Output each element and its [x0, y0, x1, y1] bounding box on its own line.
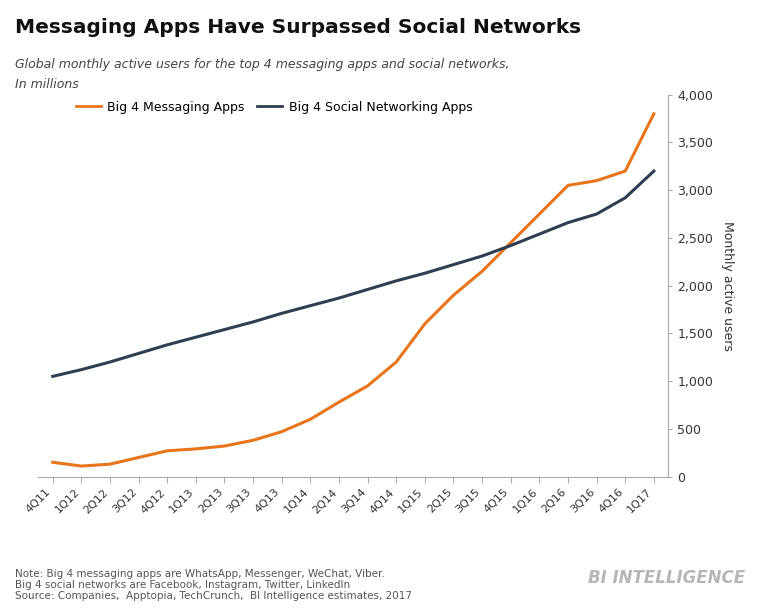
Big 4 Messaging Apps: [220, 442, 229, 450]
Big 4 Messaging Apps: [134, 454, 143, 461]
Big 4 Social Networking Apps: [48, 373, 58, 380]
Text: In millions: In millions: [15, 78, 79, 91]
Big 4 Social Networking Apps: [220, 326, 229, 333]
Big 4 Social Networking Apps: [478, 252, 487, 260]
Big 4 Messaging Apps: [621, 167, 630, 175]
Big 4 Social Networking Apps: [77, 366, 86, 373]
Big 4 Messaging Apps: [592, 177, 601, 185]
Big 4 Messaging Apps: [535, 210, 544, 218]
Big 4 Social Networking Apps: [535, 230, 544, 238]
Big 4 Social Networking Apps: [592, 210, 601, 218]
Big 4 Social Networking Apps: [134, 349, 143, 357]
Big 4 Social Networking Apps: [163, 341, 172, 348]
Big 4 Messaging Apps: [77, 463, 86, 470]
Big 4 Messaging Apps: [564, 181, 573, 189]
Big 4 Social Networking Apps: [105, 358, 114, 365]
Big 4 Social Networking Apps: [449, 261, 458, 268]
Line: Big 4 Messaging Apps: Big 4 Messaging Apps: [53, 114, 654, 466]
Text: Global monthly active users for the top 4 messaging apps and social networks,: Global monthly active users for the top …: [15, 58, 510, 71]
Y-axis label: Monthly active users: Monthly active users: [721, 221, 734, 351]
Big 4 Messaging Apps: [163, 447, 172, 455]
Big 4 Messaging Apps: [363, 382, 372, 390]
Text: BI INTELLIGENCE: BI INTELLIGENCE: [588, 569, 745, 587]
Big 4 Messaging Apps: [478, 268, 487, 275]
Big 4 Social Networking Apps: [420, 269, 429, 277]
Big 4 Messaging Apps: [249, 437, 258, 444]
Big 4 Messaging Apps: [105, 461, 114, 468]
Big 4 Social Networking Apps: [506, 242, 515, 249]
Big 4 Social Networking Apps: [363, 286, 372, 293]
Big 4 Messaging Apps: [649, 110, 658, 117]
Text: Note: Big 4 messaging apps are WhatsApp, Messenger, WeChat, Viber.: Note: Big 4 messaging apps are WhatsApp,…: [15, 569, 385, 579]
Big 4 Messaging Apps: [392, 358, 401, 365]
Text: Messaging Apps Have Surpassed Social Networks: Messaging Apps Have Surpassed Social Net…: [15, 18, 581, 37]
Big 4 Messaging Apps: [506, 239, 515, 246]
Big 4 Messaging Apps: [191, 445, 200, 453]
Big 4 Messaging Apps: [48, 459, 58, 466]
Text: Big 4 social networks are Facebook, Instagram, Twitter, LinkedIn: Big 4 social networks are Facebook, Inst…: [15, 580, 350, 590]
Big 4 Messaging Apps: [277, 428, 286, 436]
Big 4 Messaging Apps: [449, 291, 458, 299]
Big 4 Messaging Apps: [334, 398, 343, 406]
Legend: Big 4 Messaging Apps, Big 4 Social Networking Apps: Big 4 Messaging Apps, Big 4 Social Netwo…: [76, 101, 472, 114]
Text: Source: Companies,  Apptopia, TechCrunch,  BI Intelligence estimates, 2017: Source: Companies, Apptopia, TechCrunch,…: [15, 591, 412, 601]
Big 4 Social Networking Apps: [621, 194, 630, 202]
Big 4 Messaging Apps: [306, 415, 315, 423]
Big 4 Social Networking Apps: [306, 302, 315, 309]
Big 4 Messaging Apps: [420, 320, 429, 327]
Big 4 Social Networking Apps: [277, 310, 286, 317]
Big 4 Social Networking Apps: [191, 334, 200, 341]
Big 4 Social Networking Apps: [334, 295, 343, 302]
Big 4 Social Networking Apps: [649, 167, 658, 175]
Big 4 Social Networking Apps: [392, 277, 401, 285]
Big 4 Social Networking Apps: [249, 318, 258, 326]
Line: Big 4 Social Networking Apps: Big 4 Social Networking Apps: [53, 171, 654, 376]
Big 4 Social Networking Apps: [564, 219, 573, 226]
